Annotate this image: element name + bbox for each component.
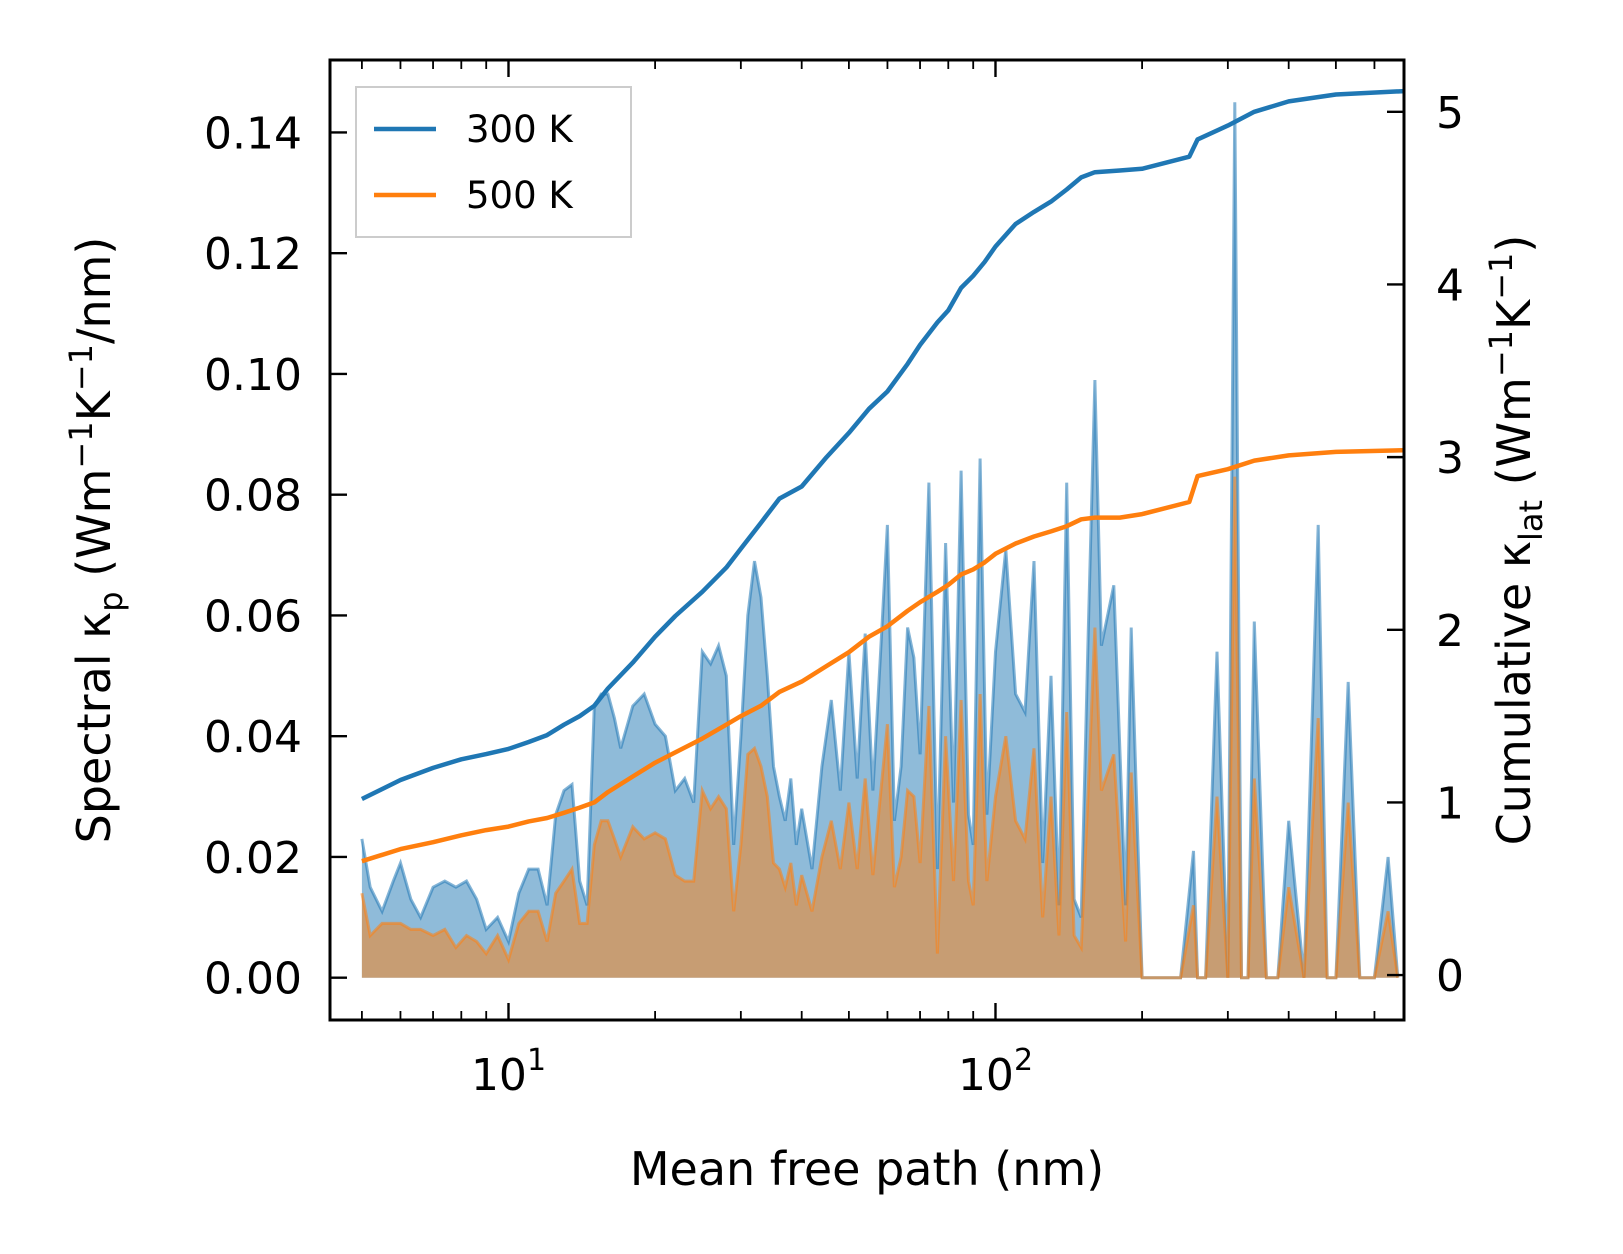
right-y-axis-title: Cumulative κlat (Wm−1K−1) <box>1482 235 1550 846</box>
right-y-tick-label: 2 <box>1436 606 1464 657</box>
left-y-tick-label: 0.06 <box>204 591 302 642</box>
x-tick-label: 101 <box>471 1043 546 1101</box>
right-y-tick-label: 1 <box>1436 778 1464 829</box>
left-y-tick-label: 0.04 <box>204 712 302 763</box>
plot-area <box>360 88 1405 980</box>
right-y-tick-label: 0 <box>1436 951 1464 1002</box>
left-y-tick-label: 0.10 <box>204 350 302 401</box>
right-y-tick-label: 5 <box>1436 88 1464 139</box>
left-y-axis-title: Spectral κp (Wm−1K−1/nm) <box>62 237 130 844</box>
legend: 300 K 500 K <box>355 86 632 238</box>
axes-frame <box>328 58 1406 1022</box>
right-y-tick-label: 3 <box>1436 433 1464 484</box>
legend-label-300k: 300 K <box>466 108 574 151</box>
cumulative-line-300k <box>360 88 1405 802</box>
axes: 101 102 0.00 0.02 0.04 0.06 0.08 0.10 0.12 0.14 0 1… <box>62 58 1550 1196</box>
x-tick-label: 102 <box>958 1043 1033 1101</box>
spectral-area-300k <box>361 102 1398 978</box>
left-y-tick-label: 0.14 <box>204 108 302 159</box>
legend-box <box>355 86 632 238</box>
x-axis-title: Mean free path (nm) <box>630 1142 1104 1196</box>
spectral-line-500k <box>360 476 1400 980</box>
left-y-tick-label: 0.08 <box>204 471 302 522</box>
legend-label-500k: 500 K <box>466 174 574 217</box>
left-y-tick-label: 0.02 <box>204 833 302 884</box>
right-y-tick-label: 4 <box>1436 260 1464 311</box>
left-y-tick-label: 0.00 <box>204 954 302 1005</box>
left-y-tick-label: 0.12 <box>204 229 302 280</box>
cumulative-line-500k <box>361 447 1405 864</box>
